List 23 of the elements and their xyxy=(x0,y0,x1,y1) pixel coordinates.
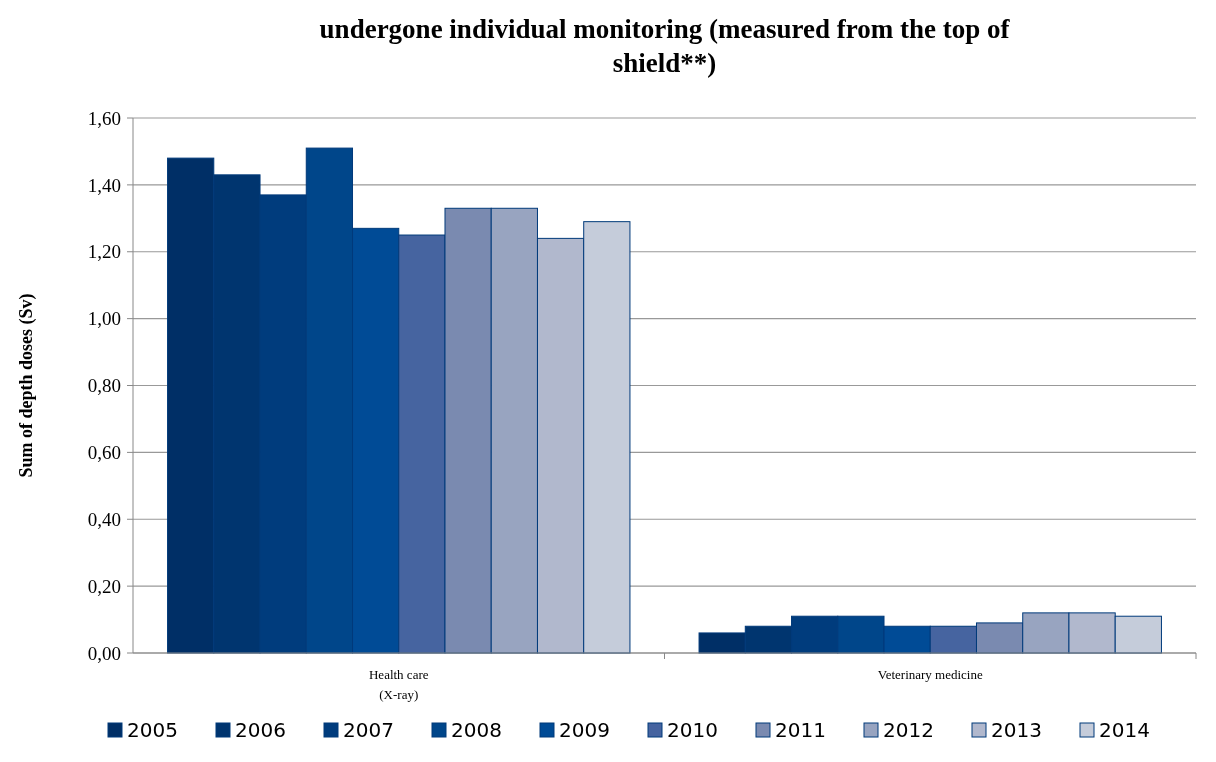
legend-label: 2013 xyxy=(991,718,1042,742)
legend-label: 2010 xyxy=(667,718,718,742)
legend-label: 2007 xyxy=(343,718,394,742)
y-tick-label: 1,00 xyxy=(87,308,121,330)
x-tick-label: Veterinary medicine xyxy=(877,667,983,682)
y-tick-label: 1,20 xyxy=(87,241,121,263)
y-tick-label: 0,80 xyxy=(87,375,121,397)
legend-label: 2006 xyxy=(235,718,286,742)
y-axis-title: Sum of depth doses (Sv) xyxy=(16,293,37,478)
y-tick-label: 0,20 xyxy=(87,575,121,597)
legend-label: 2008 xyxy=(451,718,502,742)
legend-label: 2011 xyxy=(775,718,826,742)
y-tick-label: 0,60 xyxy=(87,442,121,464)
chart-title: undergone individual monitoring (measured from the top of shield**) xyxy=(319,14,1011,78)
legend-label: 2012 xyxy=(883,718,934,742)
legend-label: 2014 xyxy=(1099,718,1150,742)
legend-label: 2005 xyxy=(127,718,178,742)
y-tick-label: 0,00 xyxy=(87,642,121,664)
x-tick-label: Health care (X-ray) xyxy=(368,667,429,702)
y-tick-label: 0,40 xyxy=(87,508,121,530)
y-tick-label: 1,40 xyxy=(87,174,121,196)
y-tick-label: 1,60 xyxy=(87,107,121,129)
legend-label: 2009 xyxy=(559,718,610,742)
